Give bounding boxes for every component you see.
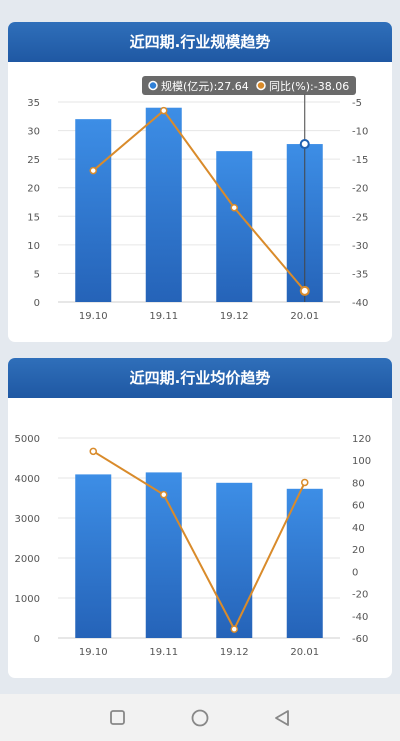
- y-right-tick-label: -5: [352, 98, 362, 109]
- scale-trend-title: 近四期.行业规模趋势: [8, 22, 392, 62]
- x-tick-label: 20.01: [290, 311, 319, 322]
- x-tick-label: 19.10: [79, 311, 108, 322]
- line-series: [92, 109, 306, 292]
- y-right-tick-label: -60: [352, 634, 368, 645]
- series-bar-marker-icon: [148, 80, 158, 91]
- y-right-tick-label: 20: [352, 545, 365, 556]
- y-left-tick-label: 4000: [15, 474, 40, 485]
- y-left-tick-label: 10: [27, 241, 40, 252]
- series-line-marker-icon: [256, 80, 266, 91]
- bar: [286, 488, 323, 638]
- y-left-tick-label: 35: [27, 98, 40, 109]
- y-right-tick-label: 40: [352, 523, 365, 534]
- back-triangle-icon: [275, 710, 289, 726]
- tooltip-series2-label: 同比(%):: [269, 80, 314, 93]
- bar: [216, 151, 253, 302]
- line-point: [301, 478, 309, 487]
- scale-trend-card: 近四期.行业规模趋势 0 5 10 15 20 25 30 35 -5 -10 -15 -20 -25 -…: [8, 22, 392, 342]
- square-icon: [110, 710, 125, 725]
- x-tick-label: 19.12: [220, 647, 249, 658]
- x-tick-label: 19.12: [220, 311, 249, 322]
- y-left-tick-label: 5: [34, 269, 40, 280]
- home-button[interactable]: [188, 706, 212, 730]
- tooltip-box: [142, 76, 356, 95]
- y-right-tick-label: -40: [352, 612, 368, 623]
- y-left-tick-label: 30: [27, 127, 40, 138]
- bar: [216, 482, 253, 638]
- y-right-tick-label: -40: [352, 298, 368, 309]
- y-right-tick-label: -25: [352, 212, 368, 223]
- y-right-tick-label: -10: [352, 127, 368, 138]
- line-point: [230, 625, 238, 633]
- tooltip-series1: 规模(亿元):27.64: [161, 79, 249, 93]
- bar: [75, 119, 112, 302]
- price-trend-chart[interactable]: 0 1000 2000 3000 4000 5000 -60 -40 -20 0 20 40 60 80 1…: [8, 398, 392, 678]
- line-point: [230, 203, 238, 212]
- bar: [145, 107, 182, 302]
- system-nav-bar: [0, 694, 400, 741]
- back-button[interactable]: [270, 706, 294, 730]
- y-left-tick-label: 1000: [15, 594, 40, 605]
- y-right-tick-label: 0: [352, 567, 358, 578]
- line-series: [92, 450, 306, 632]
- circle-icon: [191, 709, 209, 727]
- y-left-tick-label: 0: [34, 298, 40, 309]
- y-left-tick-label: 25: [27, 155, 40, 166]
- line-point: [89, 166, 97, 175]
- chart-tooltip: 规模(亿元):27.64 同比(%):-38.06: [142, 76, 356, 95]
- y-right-tick-label: -30: [352, 241, 368, 252]
- tooltip-series2-value: -38.06: [314, 80, 349, 93]
- tooltip-series2: 同比(%):-38.06: [269, 80, 349, 93]
- y-right-tick-label: 120: [352, 434, 371, 445]
- bar: [75, 474, 112, 638]
- x-tick-label: 20.01: [290, 647, 319, 658]
- y-left-tick-label: 0: [34, 634, 40, 645]
- price-trend-card: 近四期.行业均价趋势 0 1000 2000 3000 4000 5000 -60 -40 -2…: [8, 358, 392, 678]
- y-right-tick-label: 60: [352, 501, 365, 512]
- line-point: [89, 447, 97, 456]
- bar-highlight-point: [299, 139, 310, 150]
- y-left-tick-label: 15: [27, 212, 40, 223]
- y-left-tick-label: 2000: [15, 554, 40, 565]
- y-right-tick-label: -20: [352, 184, 368, 195]
- tooltip-series1-label: 规模(亿元):: [161, 79, 217, 93]
- x-tick-label: 19.10: [79, 647, 108, 658]
- y-right-tick-label: -20: [352, 590, 368, 601]
- y-right-tick-label: 100: [352, 456, 371, 467]
- line-point: [299, 285, 310, 296]
- line-point: [160, 490, 168, 499]
- y-right-tick-label: -15: [352, 155, 368, 166]
- tooltip-series1-value: 27.64: [217, 80, 249, 93]
- scale-trend-chart[interactable]: 0 5 10 15 20 25 30 35 -5 -10 -15 -20 -25 -30 -35 -40 19.…: [8, 62, 392, 342]
- price-trend-title: 近四期.行业均价趋势: [8, 358, 392, 398]
- y-left-tick-label: 20: [27, 184, 40, 195]
- y-right-tick-label: -35: [352, 269, 368, 280]
- bar: [145, 472, 182, 638]
- y-left-tick-label: 3000: [15, 514, 40, 525]
- y-right-tick-label: 80: [352, 478, 365, 489]
- recent-apps-button[interactable]: [106, 706, 130, 730]
- x-tick-label: 19.11: [149, 647, 178, 658]
- line-point: [160, 106, 168, 115]
- x-tick-label: 19.11: [149, 311, 178, 322]
- y-left-tick-label: 5000: [15, 434, 40, 445]
